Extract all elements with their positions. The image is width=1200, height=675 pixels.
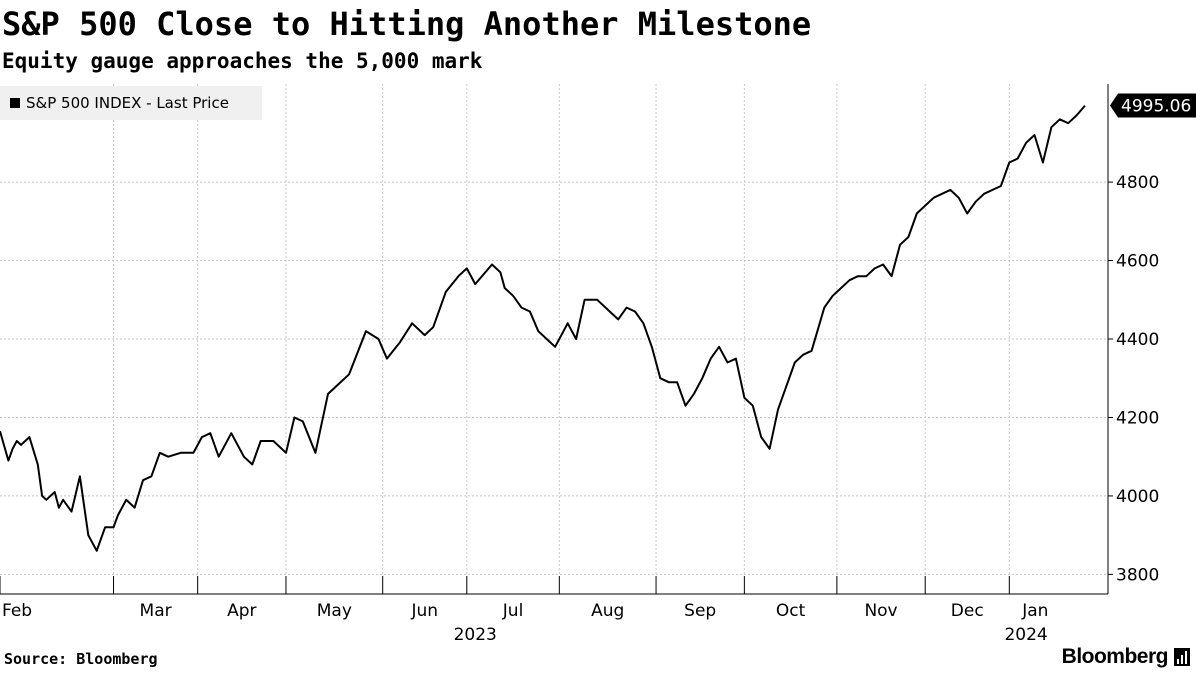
year-label: 2023 bbox=[454, 625, 497, 645]
x-tick-label: Nov bbox=[864, 601, 897, 621]
last-value-badge bbox=[1110, 93, 1196, 118]
y-tick-label: 4000 bbox=[1116, 487, 1159, 507]
chart-subtitle: Equity gauge approaches the 5,000 mark bbox=[2, 49, 483, 73]
bloomberg-bars-icon bbox=[1174, 648, 1190, 666]
legend: S&P 500 INDEX - Last Price bbox=[0, 86, 262, 120]
legend-label: S&P 500 INDEX - Last Price bbox=[26, 94, 229, 112]
x-tick-label: Dec bbox=[951, 601, 984, 621]
y-tick-label: 4600 bbox=[1116, 252, 1159, 272]
x-tick-label: Oct bbox=[776, 601, 806, 621]
x-tick-label: Mar bbox=[140, 601, 172, 621]
x-tick-label: Apr bbox=[227, 601, 256, 621]
year-label: 2024 bbox=[1004, 625, 1047, 645]
y-tick-label: 4200 bbox=[1116, 408, 1159, 428]
y-tick-label: 4800 bbox=[1116, 173, 1159, 193]
x-tick-label: Jul bbox=[502, 601, 524, 621]
last-value-label: 4995.06 bbox=[1121, 97, 1191, 117]
brand: Bloomberg bbox=[1062, 645, 1190, 669]
series-line bbox=[0, 104, 1086, 552]
axes bbox=[0, 84, 1113, 595]
chart-title: S&P 500 Close to Hitting Another Milesto… bbox=[2, 5, 812, 43]
series-layer bbox=[0, 104, 1086, 552]
x-tick-label: Aug bbox=[591, 601, 624, 621]
labels: 3800 4000 4200 4400 4600 4800 Feb Mar Apr May Jun J… bbox=[2, 93, 1196, 645]
source-note: Source: Bloomberg bbox=[4, 650, 158, 668]
y-tick-label: 4400 bbox=[1116, 330, 1159, 350]
x-tick-label: Jun bbox=[410, 601, 438, 621]
x-tick-label: Feb bbox=[2, 601, 32, 621]
legend-swatch bbox=[10, 98, 20, 108]
y-tick-label: 3800 bbox=[1116, 565, 1159, 585]
brand-logo-text: Bloomberg bbox=[1061, 645, 1169, 668]
x-tick-label: Jan bbox=[1021, 601, 1048, 621]
x-tick-label: Sep bbox=[684, 601, 716, 621]
grid bbox=[0, 84, 1108, 576]
x-tick-label: May bbox=[317, 601, 352, 621]
